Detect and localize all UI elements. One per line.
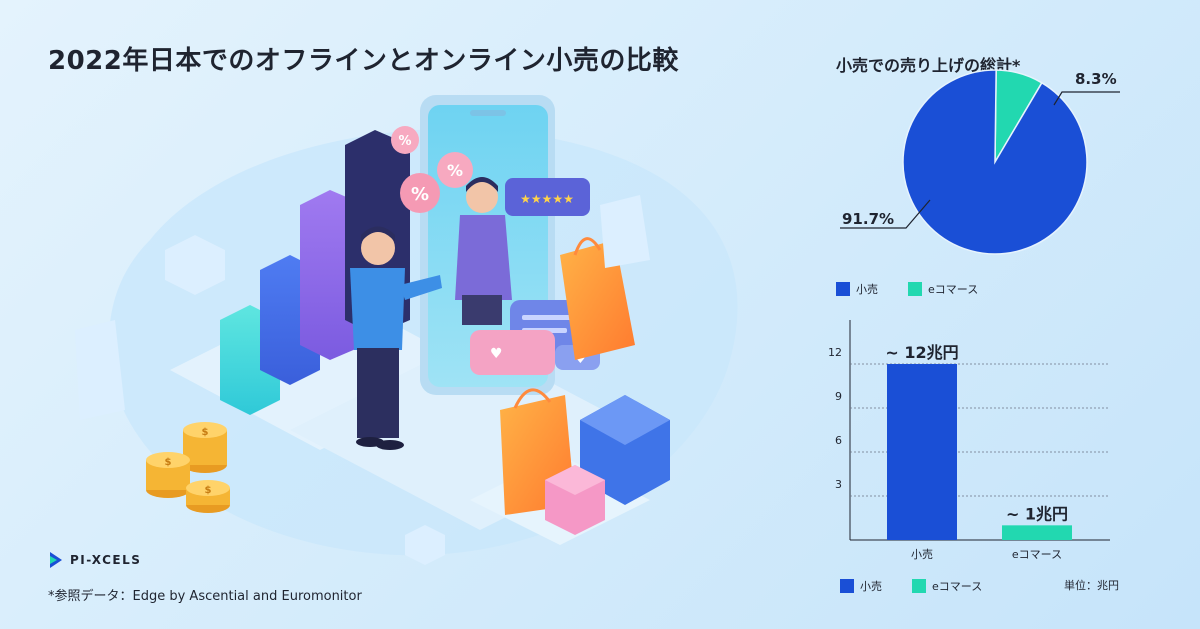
y-tick-label: 3 xyxy=(835,478,842,491)
pie-leader-line-ecommerce xyxy=(1053,91,1120,106)
pie-label-ecommerce: 8.3% xyxy=(1075,70,1117,88)
svg-text:$: $ xyxy=(202,427,209,438)
handshake-icon xyxy=(350,177,512,450)
page-title: 2022年日本でのオフラインとオンライン小売の比較 xyxy=(48,46,679,76)
svg-text:♥: ♥ xyxy=(575,352,586,366)
y-tick-label: 9 xyxy=(835,390,842,403)
percent-badge-icon: % % % xyxy=(391,126,473,213)
legend-swatch-retail xyxy=(840,579,854,593)
coin-stack-icon: $ $ $ xyxy=(146,422,230,513)
pie-legend: 小売 eコマース xyxy=(836,281,1000,297)
y-tick-label: 6 xyxy=(835,434,842,447)
svg-text:$: $ xyxy=(165,457,172,468)
x-tick-label-ecommerce: eコマース xyxy=(1012,548,1062,561)
legend-item-retail: 小売 xyxy=(840,578,882,594)
shopping-bag-icon xyxy=(75,195,650,515)
svg-text:★★★★★: ★★★★★ xyxy=(520,192,574,206)
legend-swatch-ecommerce xyxy=(908,282,922,296)
legend-item-ecommerce: eコマース xyxy=(908,281,978,297)
svg-text:$: $ xyxy=(205,485,212,496)
gift-box-icon xyxy=(165,235,670,565)
y-tick-label: 12 xyxy=(828,346,842,359)
pie-leader-line-retail xyxy=(840,199,931,229)
source-note: *参照データ：Edge by Ascential and Euromonitor xyxy=(48,589,362,604)
pixcels-logo-icon xyxy=(50,552,62,568)
logo-text: PI-XCELS xyxy=(70,553,142,567)
legend-item-ecommerce: eコマース xyxy=(912,578,982,594)
svg-text:%: % xyxy=(411,184,429,205)
pie-label-retail: 91.7% xyxy=(842,210,895,228)
star-rating-icon: ★★★★★ xyxy=(505,178,590,216)
svg-text:%: % xyxy=(398,134,411,149)
bar-ecommerce xyxy=(1002,525,1072,540)
bar-unit-label: 単位：兆円 xyxy=(1064,579,1119,592)
pie-chart xyxy=(840,69,1120,255)
x-tick-label-retail: 小売 xyxy=(911,548,933,561)
legend-swatch-ecommerce xyxy=(912,579,926,593)
legend-swatch-retail xyxy=(836,282,850,296)
bar-legend: 小売 eコマース xyxy=(840,578,1004,594)
bar-data-label-ecommerce: ~ 1兆円 xyxy=(1006,504,1068,523)
svg-text:♥: ♥ xyxy=(490,346,503,362)
pie-slice-retail xyxy=(902,69,1088,255)
ecommerce-illustration: % % % ★★★★★ ♥ ♥ xyxy=(75,95,738,565)
logo: PI-XCELS xyxy=(48,551,141,569)
legend-item-retail: 小売 xyxy=(836,281,878,297)
pie-chart-title: 小売での売り上げの総計* xyxy=(836,56,1021,75)
bar-data-label-retail: ~ 12兆円 xyxy=(885,343,958,362)
bar-retail xyxy=(887,364,957,540)
svg-text:%: % xyxy=(447,161,463,180)
